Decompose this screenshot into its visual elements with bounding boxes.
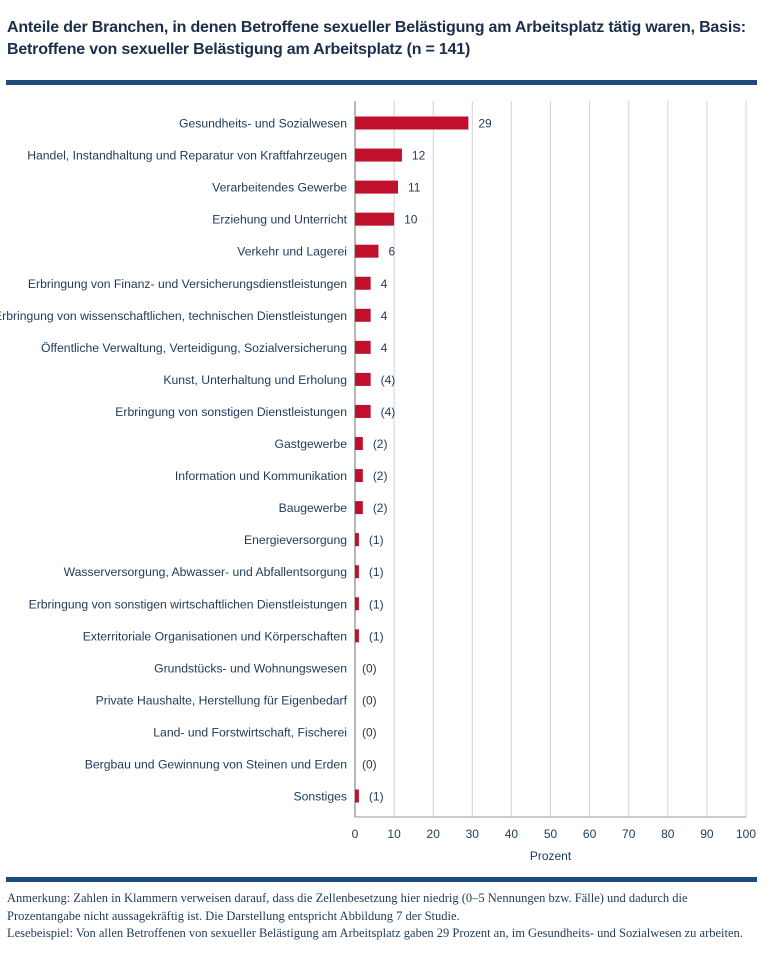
bar	[355, 597, 359, 611]
value-label: (1)	[369, 533, 384, 547]
category-label: Erbringung von sonstigen Dienstleistunge…	[115, 405, 347, 419]
value-label: (1)	[369, 629, 384, 643]
x-tick-label: 80	[661, 827, 675, 841]
bar	[355, 116, 469, 130]
category-label: Verarbeitendes Gewerbe	[212, 181, 347, 195]
x-tick-label: 20	[427, 827, 441, 841]
category-label: Kunst, Unterhaltung und Erholung	[163, 373, 347, 387]
bar	[355, 180, 399, 194]
x-tick-label: 30	[466, 827, 480, 841]
value-label: (1)	[369, 597, 384, 611]
bar	[355, 212, 395, 226]
bar	[355, 565, 359, 579]
bar	[355, 533, 359, 547]
bar	[355, 404, 371, 418]
footnote-reading-example: Lesebeispiel: Von allen Betroffenen von …	[7, 926, 743, 940]
bar	[355, 340, 371, 354]
value-label: (0)	[362, 693, 377, 707]
value-label: 6	[388, 245, 395, 259]
value-label: (0)	[362, 758, 377, 772]
value-label: (2)	[373, 501, 388, 515]
category-label: Land- und Forstwirtschaft, Fischerei	[153, 725, 347, 739]
value-label: (2)	[373, 437, 388, 451]
value-label: (2)	[373, 469, 388, 483]
bar	[355, 308, 371, 322]
x-tick-label: 70	[622, 827, 636, 841]
value-label: 29	[478, 117, 492, 131]
category-label: Energieversorgung	[244, 533, 347, 547]
category-label: Öffentliche Verwaltung, Verteidigung, So…	[41, 341, 347, 355]
x-tick-label: 0	[352, 827, 359, 841]
bar	[355, 276, 371, 290]
value-label: (4)	[381, 373, 396, 387]
bar	[355, 629, 359, 643]
category-label: Grundstücks- und Wohnungswesen	[154, 661, 347, 675]
value-label: 12	[412, 149, 426, 163]
bar	[355, 244, 379, 258]
category-label: Sonstiges	[293, 790, 347, 804]
category-label: Erziehung und Unterricht	[212, 213, 347, 227]
x-tick-label: 100	[736, 827, 756, 841]
value-label: (4)	[381, 405, 396, 419]
x-tick-label: 90	[700, 827, 714, 841]
category-label: Bergbau und Gewinnung von Steinen und Er…	[85, 758, 347, 772]
value-label: 10	[404, 213, 418, 227]
category-label: Verkehr und Lagerei	[237, 245, 347, 259]
top-divider	[6, 80, 757, 85]
bar	[355, 469, 363, 483]
bar	[355, 148, 402, 162]
value-label: (1)	[369, 790, 384, 804]
bottom-divider	[6, 877, 757, 882]
bar	[355, 437, 363, 450]
category-label: Baugewerbe	[279, 501, 348, 515]
x-tick-label: 50	[544, 827, 558, 841]
x-tick-label: 40	[505, 827, 519, 841]
category-label: Erbringung von Finanz- und Versicherungs…	[28, 277, 347, 291]
x-tick-label: 10	[387, 827, 401, 841]
bar-chart: 0 10 20 30 40 50 60 70 80 90 100 Prozent Gesundheits…	[0, 101, 756, 863]
value-label: (0)	[362, 661, 377, 675]
value-label: 4	[381, 277, 388, 291]
bar	[355, 501, 363, 515]
category-label: Gastgewerbe	[275, 437, 348, 451]
category-label: Erbringung von wissenschaftlichen, techn…	[0, 309, 347, 323]
category-label: Handel, Instandhaltung und Reparatur von…	[27, 149, 347, 163]
x-tick-label: 60	[583, 827, 597, 841]
category-label: Private Haushalte, Herstellung für Eigen…	[96, 693, 348, 707]
category-label: Erbringung von sonstigen wirtschaftliche…	[29, 597, 347, 611]
value-label: 4	[381, 309, 388, 323]
value-label: 11	[408, 181, 421, 195]
category-label: Gesundheits- und Sozialwesen	[179, 117, 347, 131]
value-label: (1)	[369, 565, 384, 579]
category-label: Information und Kommunikation	[175, 469, 347, 483]
chart-title: Anteile der Branchen, in denen Betroffen…	[7, 19, 746, 58]
x-axis-title: Prozent	[530, 849, 572, 863]
bar	[355, 789, 359, 803]
bar	[355, 372, 371, 386]
value-label: (0)	[362, 725, 377, 739]
category-label: Wasserversorgung, Abwasser- und Abfallen…	[64, 565, 347, 579]
footnote-annotation: Anmerkung: Zahlen in Klammern verweisen …	[7, 891, 688, 923]
category-label: Exterritoriale Organisationen und Körper…	[83, 629, 347, 643]
value-label: 4	[381, 341, 388, 355]
